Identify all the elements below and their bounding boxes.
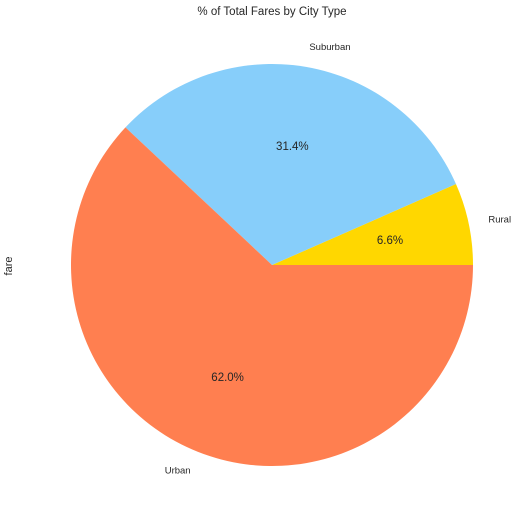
pie-labels: Rural 6.6% Suburban 31.4% Urban 62.0% — [165, 42, 511, 476]
pie-slice-urban — [70, 127, 474, 466]
chart-title: % of Total Fares by City Type — [197, 6, 346, 18]
slice-percent-suburban: 31.4% — [276, 141, 309, 153]
pie-slices — [70, 64, 474, 466]
slice-percent-rural: 6.6% — [377, 235, 403, 247]
pie-slice-suburban — [125, 64, 456, 266]
slice-label-rural: Rural — [488, 214, 511, 225]
slice-label-suburban: Suburban — [309, 42, 350, 53]
slice-percent-urban: 62.0% — [211, 372, 244, 384]
slice-label-urban: Urban — [165, 466, 191, 477]
pie-slice-rural — [272, 184, 473, 265]
y-axis-label: fare — [3, 257, 15, 276]
